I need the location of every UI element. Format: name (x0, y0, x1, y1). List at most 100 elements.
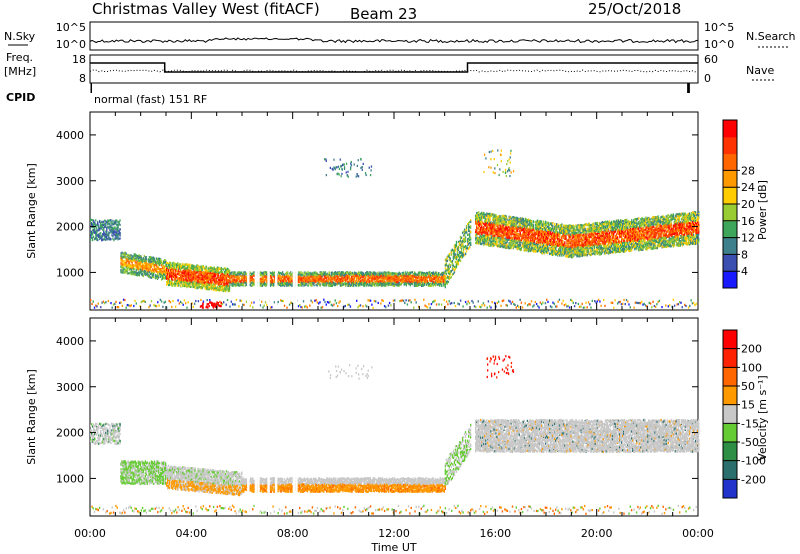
echo-cell (114, 237, 116, 240)
echo-cell (216, 288, 218, 291)
echo-cell (300, 271, 302, 274)
echo-cell (241, 283, 243, 286)
echo-cell (238, 277, 240, 280)
echo-cell (245, 282, 247, 285)
echo-cell (272, 282, 275, 285)
echo-cell (128, 268, 130, 271)
echo-cell (171, 280, 173, 283)
echo-cell (160, 271, 163, 274)
echo-cell (237, 278, 239, 281)
echo-cell (180, 265, 182, 268)
echo-cell (116, 228, 118, 231)
echo-cell (131, 259, 133, 262)
echo-cell (229, 281, 231, 284)
echo-cell (259, 281, 261, 284)
echo-cell (239, 273, 241, 276)
echo-cell (238, 273, 240, 276)
echo-cell (217, 281, 219, 284)
echo-cell (193, 271, 195, 275)
echo-cell (185, 284, 187, 287)
echo-cell (96, 236, 98, 239)
echo-cell (183, 277, 185, 280)
echo-cell (260, 281, 262, 284)
echo-cell (190, 279, 192, 282)
echo-cell (157, 276, 160, 279)
echo-cell (171, 273, 173, 276)
echo-cell (144, 256, 146, 259)
echo-cell (243, 278, 245, 281)
echo-cell (208, 274, 210, 277)
echo-cell (217, 267, 219, 270)
echo-cell (158, 257, 161, 260)
echo-cell (111, 228, 113, 231)
echo-cell (183, 280, 185, 283)
echo-cell (204, 287, 206, 290)
echo-cell (111, 234, 113, 237)
echo-cell (153, 266, 156, 269)
echo-cell (200, 265, 202, 268)
echo-cell (195, 274, 197, 277)
echo-cell (91, 218, 93, 221)
echo-cell (172, 278, 174, 281)
echo-cell (224, 268, 227, 272)
echo-cell (175, 273, 177, 277)
echo-cell (113, 230, 115, 233)
echo-cell (249, 277, 251, 280)
echo-cell (155, 265, 158, 268)
echo-cell (173, 265, 175, 268)
echo-cell (104, 236, 106, 239)
echo-cell (163, 267, 165, 270)
echo-cell (180, 276, 182, 279)
echo-cell (281, 276, 283, 279)
echo-cell (101, 234, 103, 237)
echo-cell (102, 220, 104, 223)
echo-cell (129, 256, 131, 259)
echo-cell (213, 278, 215, 281)
echo-cell (176, 279, 178, 283)
echo-cell (253, 283, 255, 287)
echo-cell (208, 283, 210, 287)
echo-cell (189, 281, 191, 284)
echo-cell (167, 273, 169, 276)
echo-cell (194, 277, 196, 280)
echo-cell (230, 281, 232, 284)
echo-cell (210, 279, 212, 283)
echo-cell (116, 231, 118, 234)
echo-cell (222, 273, 224, 277)
echo-cell (185, 263, 187, 266)
echo-cell (132, 268, 134, 271)
echo-cell (196, 287, 198, 290)
echo-cell (302, 271, 304, 274)
echo-cell (240, 275, 242, 278)
echo-cell (122, 267, 124, 270)
echo-cell (115, 221, 117, 224)
echo-cell (226, 282, 229, 285)
echo-cell (189, 285, 191, 288)
noise-right-tick-bottom: 10^0 (704, 38, 734, 51)
echo-cell (251, 281, 253, 284)
echo-cell (283, 273, 285, 276)
echo-cell (127, 263, 129, 266)
echo-cell (92, 223, 94, 226)
echo-cell (250, 276, 252, 279)
echo-cell (183, 266, 185, 269)
echo-cell (289, 272, 291, 275)
echo-cell (263, 278, 266, 281)
echo-cell (128, 261, 130, 264)
echo-cell (174, 284, 176, 287)
echo-cell (128, 267, 130, 270)
echo-cell (130, 268, 132, 271)
echo-cell (217, 269, 219, 272)
echo-cell (164, 268, 166, 271)
echo-cell (182, 265, 184, 268)
echo-cell (197, 280, 199, 283)
echo-cell (115, 233, 117, 236)
echo-cell (188, 283, 190, 286)
echo-cell (201, 278, 203, 281)
echo-cell (186, 269, 188, 272)
echo-cell (108, 231, 110, 234)
nave-label: Nave (746, 64, 774, 77)
echo-cell (176, 276, 178, 279)
echo-cell (105, 223, 107, 226)
echo-cell (251, 284, 253, 287)
